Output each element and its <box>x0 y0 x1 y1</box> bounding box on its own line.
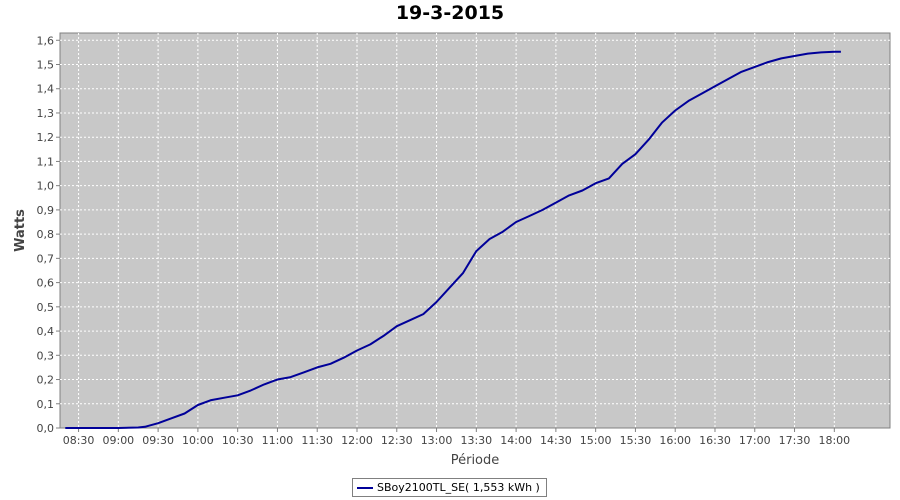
y-tick-label: 1,2 <box>37 131 55 144</box>
series-layer <box>65 50 841 429</box>
y-tick-label: 1,4 <box>37 83 55 96</box>
y-tick-label: 0,4 <box>37 325 55 338</box>
chart-title: 19-3-2015 <box>395 2 505 24</box>
x-tick-label: 11:00 <box>262 434 294 447</box>
x-tick-label: 17:00 <box>739 434 771 447</box>
y-tick-label: 0,8 <box>37 228 55 241</box>
plot-area <box>59 32 891 429</box>
y-tick-label: 0,0 <box>37 422 55 435</box>
y-tick-label: 0,3 <box>37 349 55 362</box>
x-tick-label: 10:30 <box>222 434 254 447</box>
y-tick-label: 0,2 <box>37 374 55 387</box>
x-tick-label: 15:30 <box>620 434 652 447</box>
y-tick-label: 1,6 <box>37 34 55 47</box>
legend-swatch <box>357 486 373 489</box>
x-tick-label: 09:00 <box>102 434 134 447</box>
legend-label: SBoy2100TL_SE( 1,553 kWh ) <box>377 481 540 494</box>
x-tick-label: 13:30 <box>460 434 492 447</box>
x-tick-label: 12:00 <box>341 434 373 447</box>
x-tick-label: 11:30 <box>301 434 333 447</box>
x-tick-label: 17:30 <box>779 434 811 447</box>
y-tick-label: 0,7 <box>37 252 55 265</box>
y-tick-label: 1,3 <box>37 107 55 120</box>
x-tick-label: 13:00 <box>421 434 453 447</box>
y-tick-label: 0,5 <box>37 301 55 314</box>
legend: SBoy2100TL_SE( 1,553 kWh ) <box>352 478 547 497</box>
y-tick-label: 0,1 <box>37 398 55 411</box>
y-tick-label: 0,6 <box>37 277 55 290</box>
y-tick-label: 1,1 <box>37 155 55 168</box>
series-line <box>65 50 841 429</box>
y-tick-label: 1,0 <box>37 180 55 193</box>
y-tick-label: 0,9 <box>37 204 55 217</box>
x-axis-label: Période <box>451 453 500 468</box>
y-axis: 0,0 0,1 0,2 0,3 0,4 0,5 0,6 0,7 0,8 0,9 1,0 1,1 1,2 1… <box>37 34 60 435</box>
x-tick-label: 15:00 <box>580 434 612 447</box>
x-tick-label: 16:30 <box>699 434 731 447</box>
x-tick-label: 08:30 <box>63 434 95 447</box>
x-tick-label: 18:00 <box>818 434 850 447</box>
x-tick-label: 10:00 <box>182 434 214 447</box>
x-tick-label: 12:30 <box>381 434 413 447</box>
x-tick-label: 14:30 <box>540 434 572 447</box>
y-tick-label: 1,5 <box>37 59 55 72</box>
grid-lines <box>60 33 890 428</box>
y-axis-label: Watts <box>13 209 28 252</box>
x-tick-label: 09:30 <box>142 434 174 447</box>
x-tick-label: 14:00 <box>500 434 532 447</box>
x-tick-label: 16:00 <box>659 434 691 447</box>
x-axis: 08:30 09:00 09:30 10:00 10:30 11:00 11:30 12:00… <box>63 428 850 447</box>
